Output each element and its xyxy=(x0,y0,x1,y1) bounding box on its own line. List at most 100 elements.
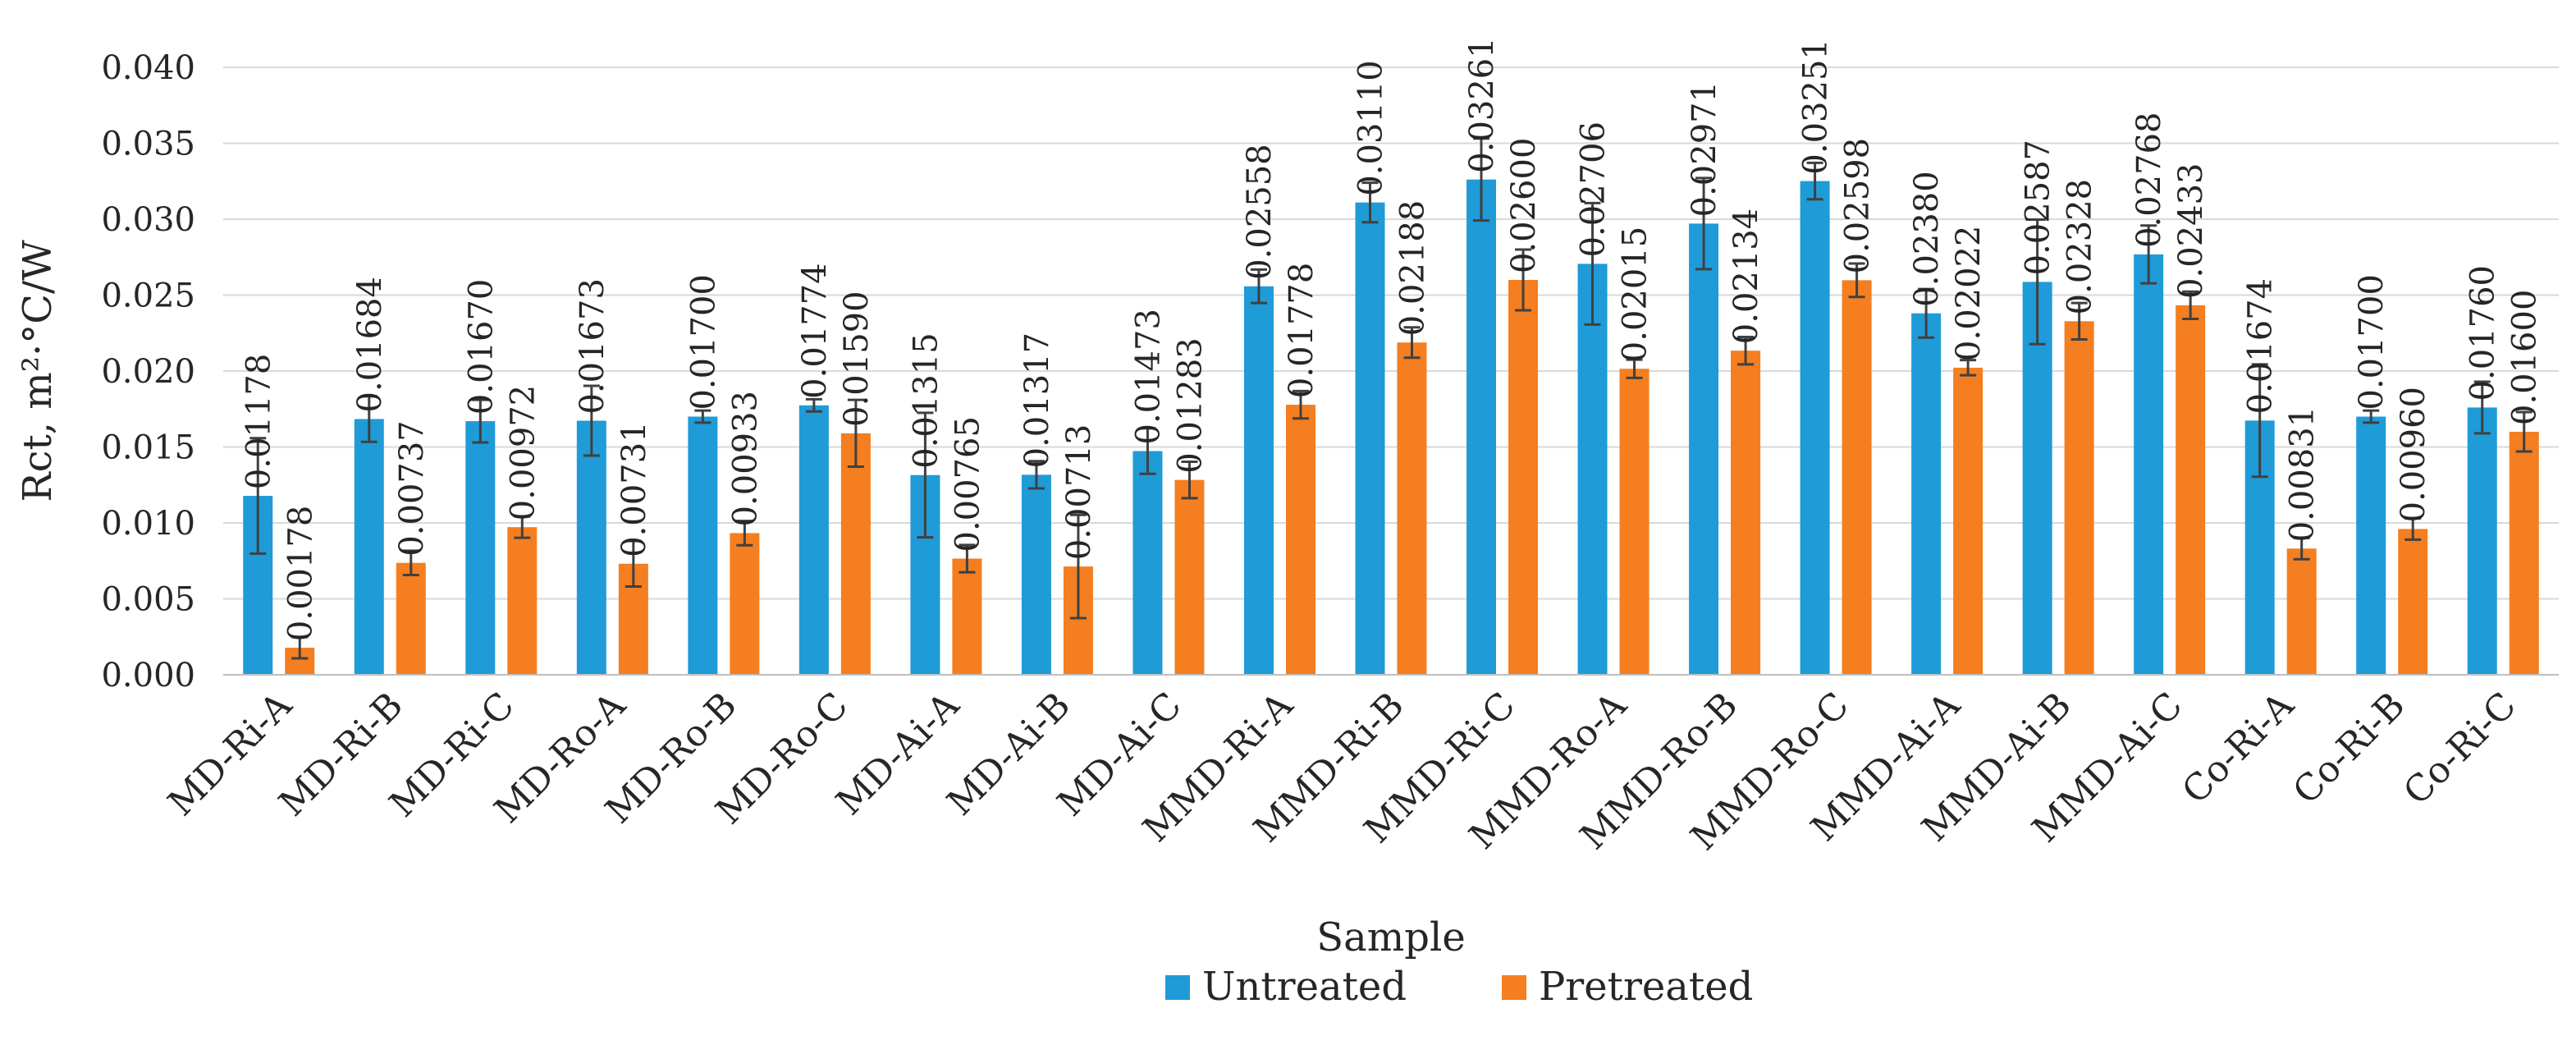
data-label-pretreated: 0.00972 xyxy=(504,385,542,520)
bar-pretreated-MMD-Ro-C xyxy=(1842,280,1872,675)
data-label-pretreated: 0.01590 xyxy=(838,291,876,426)
bar-untreated-MMD-Ai-B xyxy=(2022,282,2052,675)
y-tick-label: 0.010 xyxy=(101,505,195,543)
bar-pretreated-MD-Ri-B xyxy=(396,562,426,675)
y-tick-label: 0.005 xyxy=(101,581,195,619)
bar-pretreated-Co-Ri-A xyxy=(2286,548,2317,675)
data-label-untreated: 0.02768 xyxy=(2130,112,2168,247)
bar-untreated-MD-Ri-C xyxy=(465,421,496,675)
data-label-untreated: 0.03251 xyxy=(1797,39,1835,174)
bar-pretreated-Co-Ri-B xyxy=(2398,529,2428,675)
data-label-pretreated: 0.00933 xyxy=(726,391,764,526)
legend-label-pretreated: Pretreated xyxy=(1539,964,1753,1010)
data-label-pretreated: 0.00765 xyxy=(949,416,986,552)
bar-pretreated-Co-Ri-C xyxy=(2509,432,2539,675)
data-label-pretreated: 0.00831 xyxy=(2284,406,2322,542)
y-tick-label: 0.035 xyxy=(101,126,195,163)
bar-pretreated-MD-Ro-B xyxy=(730,533,760,675)
y-axis-ticks: 0.000 0.005 0.010 0.015 0.020 0.025 0.030 0.035… xyxy=(101,49,195,694)
data-label-untreated: 0.01178 xyxy=(240,354,277,489)
bar-untreated-Co-Ri-C xyxy=(2467,407,2497,675)
data-label-untreated: 0.01315 xyxy=(907,332,945,468)
y-tick-label: 0.025 xyxy=(101,277,195,315)
data-labels: 0.011780.001780.016840.007370.016700.009… xyxy=(240,37,2543,641)
data-label-untreated: 0.01317 xyxy=(1018,332,1056,468)
y-axis-title: Rct, m²·°C/W xyxy=(15,240,61,502)
y-tick-label: 0.040 xyxy=(101,49,195,87)
legend: Untreated Pretreated xyxy=(1165,964,1753,1010)
bar-untreated-MMD-Ai-A xyxy=(1911,313,1942,675)
data-label-untreated: 0.01774 xyxy=(796,263,834,398)
data-label-untreated: 0.01700 xyxy=(2353,274,2391,410)
bar-pretreated-MMD-Ri-B xyxy=(1397,342,1427,675)
bar-pretreated-MD-Ai-C xyxy=(1174,479,1205,675)
data-label-untreated: 0.01673 xyxy=(574,278,611,414)
data-label-untreated: 0.01700 xyxy=(684,274,722,410)
bar-pretreated-MMD-Ai-C xyxy=(2176,305,2206,675)
legend-swatch-pretreated xyxy=(1502,975,1526,1000)
data-label-pretreated: 0.02022 xyxy=(1950,226,1988,361)
data-label-untreated: 0.02558 xyxy=(1241,144,1279,279)
data-label-pretreated: 0.02598 xyxy=(1839,138,1877,273)
bar-untreated-MMD-Ro-A xyxy=(1577,264,1608,675)
bar-untreated-MD-Ro-B xyxy=(688,416,718,675)
bar-untreated-MMD-Ro-C xyxy=(1800,181,1830,675)
x-axis-title: Sample xyxy=(1316,914,1466,960)
bar-pretreated-MD-Ri-C xyxy=(507,527,538,675)
data-label-untreated: 0.02587 xyxy=(2020,140,2057,275)
bar-untreated-Co-Ri-B xyxy=(2356,416,2386,675)
data-label-untreated: 0.01473 xyxy=(1129,309,1167,444)
data-label-untreated: 0.03261 xyxy=(1463,37,1501,172)
bar-untreated-MD-Ro-A xyxy=(576,420,606,675)
data-label-pretreated: 0.02134 xyxy=(1727,209,1765,344)
legend-label-untreated: Untreated xyxy=(1202,964,1407,1010)
data-label-pretreated: 0.00960 xyxy=(2395,387,2432,522)
data-label-pretreated: 0.01600 xyxy=(2506,290,2544,425)
bar-untreated-MMD-Ri-B xyxy=(1355,202,1385,675)
error-bars xyxy=(249,137,2533,660)
data-label-pretreated: 0.02015 xyxy=(1617,227,1654,362)
data-label-pretreated: 0.02188 xyxy=(1394,200,1432,336)
bar-pretreated-MMD-Ri-C xyxy=(1508,280,1539,675)
bar-pretreated-MMD-Ro-B xyxy=(1731,351,1761,675)
data-label-pretreated: 0.02328 xyxy=(2061,179,2099,314)
bar-untreated-MD-Ro-C xyxy=(798,405,829,675)
data-label-pretreated: 0.02600 xyxy=(1505,138,1543,273)
data-label-untreated: 0.01670 xyxy=(462,279,500,415)
bar-pretreated-MMD-Ai-A xyxy=(1953,367,1983,675)
gridlines xyxy=(223,66,2559,600)
bar-untreated-MD-Ri-B xyxy=(354,419,384,675)
bars xyxy=(243,179,2539,676)
x-tick-label: Co-Ri-C xyxy=(2395,685,2524,814)
y-tick-label: 0.015 xyxy=(101,429,195,467)
bar-pretreated-MMD-Ro-A xyxy=(1619,369,1649,675)
x-tick-label: Co-Ri-B xyxy=(2285,685,2414,813)
data-label-untreated: 0.02971 xyxy=(1686,81,1723,217)
legend-swatch-untreated xyxy=(1165,975,1190,1000)
data-label-pretreated: 0.00178 xyxy=(281,506,319,641)
y-tick-label: 0.020 xyxy=(101,353,195,391)
data-label-pretreated: 0.00737 xyxy=(393,420,431,556)
bar-untreated-MMD-Ro-B xyxy=(1689,223,1719,675)
data-label-untreated: 0.03110 xyxy=(1352,60,1390,195)
bar-untreated-MD-Ai-C xyxy=(1132,451,1163,675)
data-label-pretreated: 0.01283 xyxy=(1171,337,1209,473)
bar-untreated-MD-Ai-B xyxy=(1021,474,1051,675)
bar-pretreated-MD-Ai-A xyxy=(952,558,982,675)
data-label-untreated: 0.02380 xyxy=(1908,171,1946,306)
x-tick-label: Co-Ri-A xyxy=(2174,684,2302,812)
data-label-pretreated: 0.02433 xyxy=(2172,163,2210,298)
bar-untreated-MMD-Ri-C xyxy=(1466,179,1497,676)
bar-untreated-MMD-Ri-A xyxy=(1243,286,1274,675)
x-axis-categories: MD-Ri-AMD-Ri-BMD-Ri-CMD-Ro-AMD-Ro-BMD-Ro… xyxy=(160,684,2524,859)
y-tick-label: 0.000 xyxy=(101,657,195,694)
y-tick-label: 0.030 xyxy=(101,201,195,239)
data-label-untreated: 0.01684 xyxy=(351,277,389,412)
data-label-untreated: 0.01760 xyxy=(2464,265,2502,401)
data-label-pretreated: 0.01778 xyxy=(1283,263,1320,398)
bar-pretreated-MD-Ro-C xyxy=(840,433,871,675)
data-label-pretreated: 0.00731 xyxy=(615,421,653,557)
bar-pretreated-MMD-Ri-A xyxy=(1285,405,1315,675)
data-label-untreated: 0.01674 xyxy=(2242,278,2280,414)
